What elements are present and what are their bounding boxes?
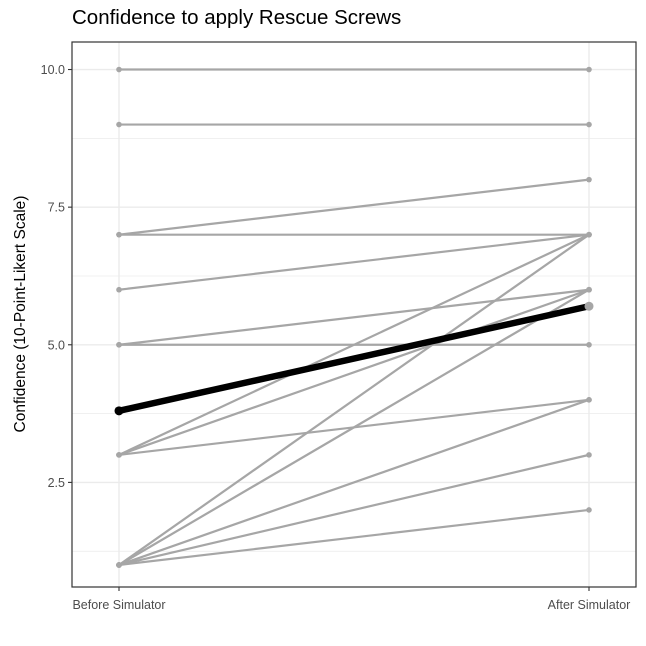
participant-line xyxy=(118,233,590,566)
panel-border xyxy=(71,41,637,588)
participant-lines xyxy=(116,66,592,568)
participant-line xyxy=(118,288,590,456)
participant-point xyxy=(586,121,592,128)
participant-point xyxy=(586,66,592,73)
x-tick-label: Before Simulator xyxy=(72,598,165,612)
participant-point xyxy=(116,121,122,128)
y-axis: 2.5 5.0 7.5 10.0 xyxy=(41,63,72,490)
participant-line xyxy=(118,233,590,456)
participant-point xyxy=(586,341,592,348)
y-tick-label: 10.0 xyxy=(41,63,65,77)
participant-series-1 xyxy=(116,66,592,73)
participant-series-15 xyxy=(116,507,592,568)
participant-point xyxy=(116,66,122,73)
y-tick-label: 5.0 xyxy=(48,338,65,352)
participant-point xyxy=(586,231,592,238)
participant-point xyxy=(116,286,122,293)
participant-point xyxy=(116,341,122,348)
participant-point xyxy=(586,452,592,458)
participant-line xyxy=(118,453,590,567)
participant-line xyxy=(118,288,590,346)
participant-series-2 xyxy=(116,121,592,128)
mean-point-after xyxy=(584,301,594,311)
participant-series-9 xyxy=(116,286,592,458)
mean-line-segment xyxy=(115,302,593,415)
y-axis-title: Confidence (10-Point-Likert Scale) xyxy=(12,196,29,433)
mean-point-before xyxy=(114,406,124,416)
y-tick-label: 7.5 xyxy=(48,201,65,215)
participant-line xyxy=(118,233,590,291)
participant-point xyxy=(586,507,592,513)
participant-series-6 xyxy=(116,286,592,348)
chart-title: Confidence to apply Rescue Screws xyxy=(72,6,402,29)
participant-point xyxy=(586,397,592,403)
participant-line xyxy=(118,398,590,567)
y-tick-label: 2.5 xyxy=(48,476,65,490)
x-tick-label: After Simulator xyxy=(548,598,631,612)
mean-line xyxy=(114,301,594,416)
participant-series-4 xyxy=(116,231,592,238)
participant-line xyxy=(118,178,590,236)
x-axis: Before Simulator After Simulator xyxy=(72,587,630,612)
participant-point xyxy=(116,562,122,568)
participant-point xyxy=(116,231,122,238)
participant-point xyxy=(116,452,122,458)
participant-series-12 xyxy=(116,286,592,568)
participant-series-14 xyxy=(116,452,592,568)
participant-line xyxy=(118,288,590,566)
participant-point xyxy=(586,286,592,293)
participant-line xyxy=(118,508,590,567)
participant-point xyxy=(586,176,592,183)
